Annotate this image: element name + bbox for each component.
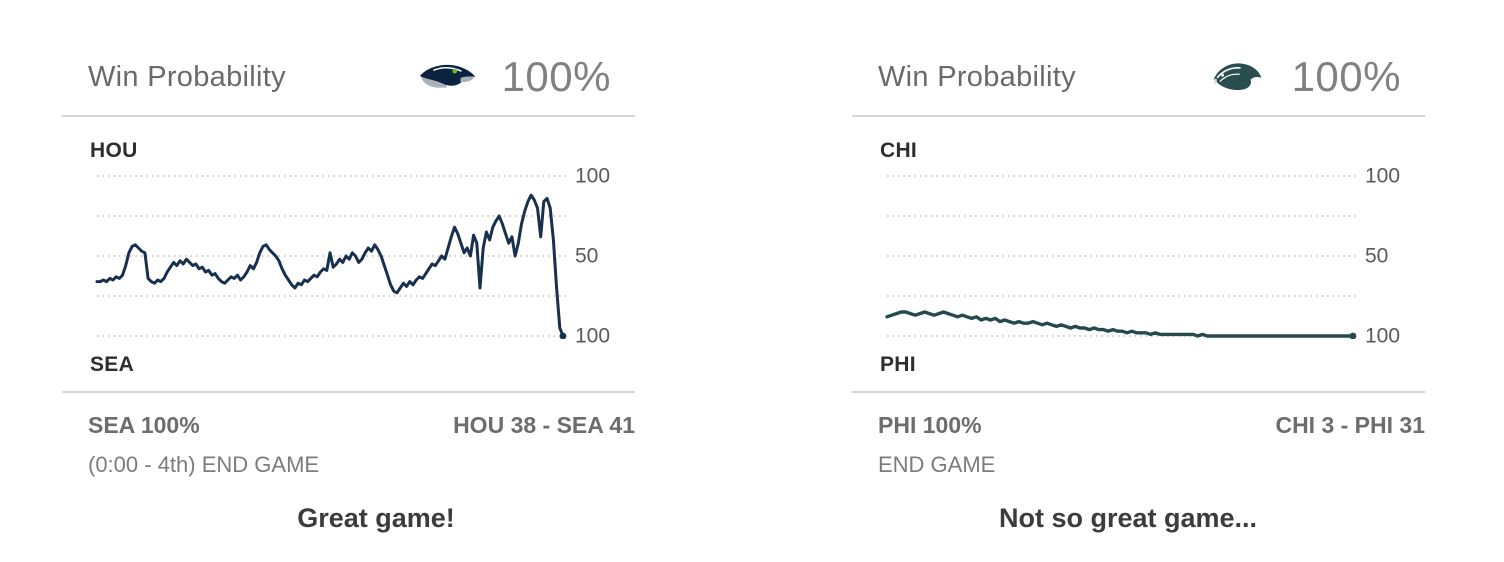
footer-row: SEA 100% HOU 38 - SEA 41 — [88, 411, 635, 439]
chart-area: 100 50 100 — [62, 166, 635, 347]
win-probability-title: Win Probability — [88, 60, 286, 93]
game-clock-status: END GAME — [878, 452, 996, 477]
eagles-logo-icon — [1208, 59, 1266, 95]
final-score: CHI 3 - PHI 31 — [1275, 412, 1425, 438]
away-team-label: CHI — [880, 139, 918, 162]
y-axis-label-mid: 50 — [1365, 244, 1389, 268]
win-probability-card-sea: Win Probability 100% HOU 100 50 100 SEA — [62, 53, 635, 478]
win-probability-line — [95, 193, 565, 338]
final-score: HOU 38 - SEA 41 — [453, 412, 635, 438]
final-point-dot — [1349, 332, 1357, 339]
header-divider — [62, 115, 635, 117]
win-probability-card-phi: Win Probability 100% CHI 100 50 100 PHI — [852, 53, 1425, 478]
footer-row: PHI 100% CHI 3 - PHI 31 — [878, 411, 1425, 439]
y-axis-label-bottom: 100 — [1365, 324, 1401, 348]
y-axis-label-top: 100 — [575, 164, 611, 188]
card-header: Win Probability 100% — [62, 53, 635, 100]
final-win-probability: SEA 100% — [88, 412, 200, 438]
home-team-label: SEA — [90, 353, 135, 376]
win-probability-chart — [885, 175, 1358, 339]
chart-caption-right: Not so great game... — [998, 503, 1258, 533]
chart-caption-left: Great game! — [297, 503, 455, 533]
footer-divider — [852, 391, 1425, 393]
card-footer: PHI 100% CHI 3 - PHI 31 END GAME — [852, 411, 1425, 478]
away-team-label: HOU — [90, 139, 138, 162]
final-point-dot — [559, 332, 567, 339]
final-win-probability: PHI 100% — [878, 412, 982, 438]
win-probability-title: Win Probability — [878, 60, 1076, 93]
y-axis-label-bottom: 100 — [575, 324, 611, 348]
footer-divider — [62, 391, 635, 393]
win-probability-chart — [95, 175, 568, 339]
chart-area: 100 50 100 — [852, 166, 1425, 347]
seahawks-logo-icon — [418, 59, 476, 95]
y-axis-label-top: 100 — [1365, 164, 1401, 188]
header-divider — [852, 115, 1425, 117]
win-probability-line — [885, 310, 1355, 338]
y-axis-label-mid: 50 — [575, 244, 599, 268]
win-percentage-value: 100% — [1291, 53, 1401, 100]
game-clock-status: (0:00 - 4th) END GAME — [88, 452, 320, 477]
win-percentage-value: 100% — [501, 53, 611, 100]
card-header: Win Probability 100% — [852, 53, 1425, 100]
card-footer: SEA 100% HOU 38 - SEA 41 (0:00 - 4th) EN… — [62, 411, 635, 478]
home-team-label: PHI — [880, 353, 916, 376]
